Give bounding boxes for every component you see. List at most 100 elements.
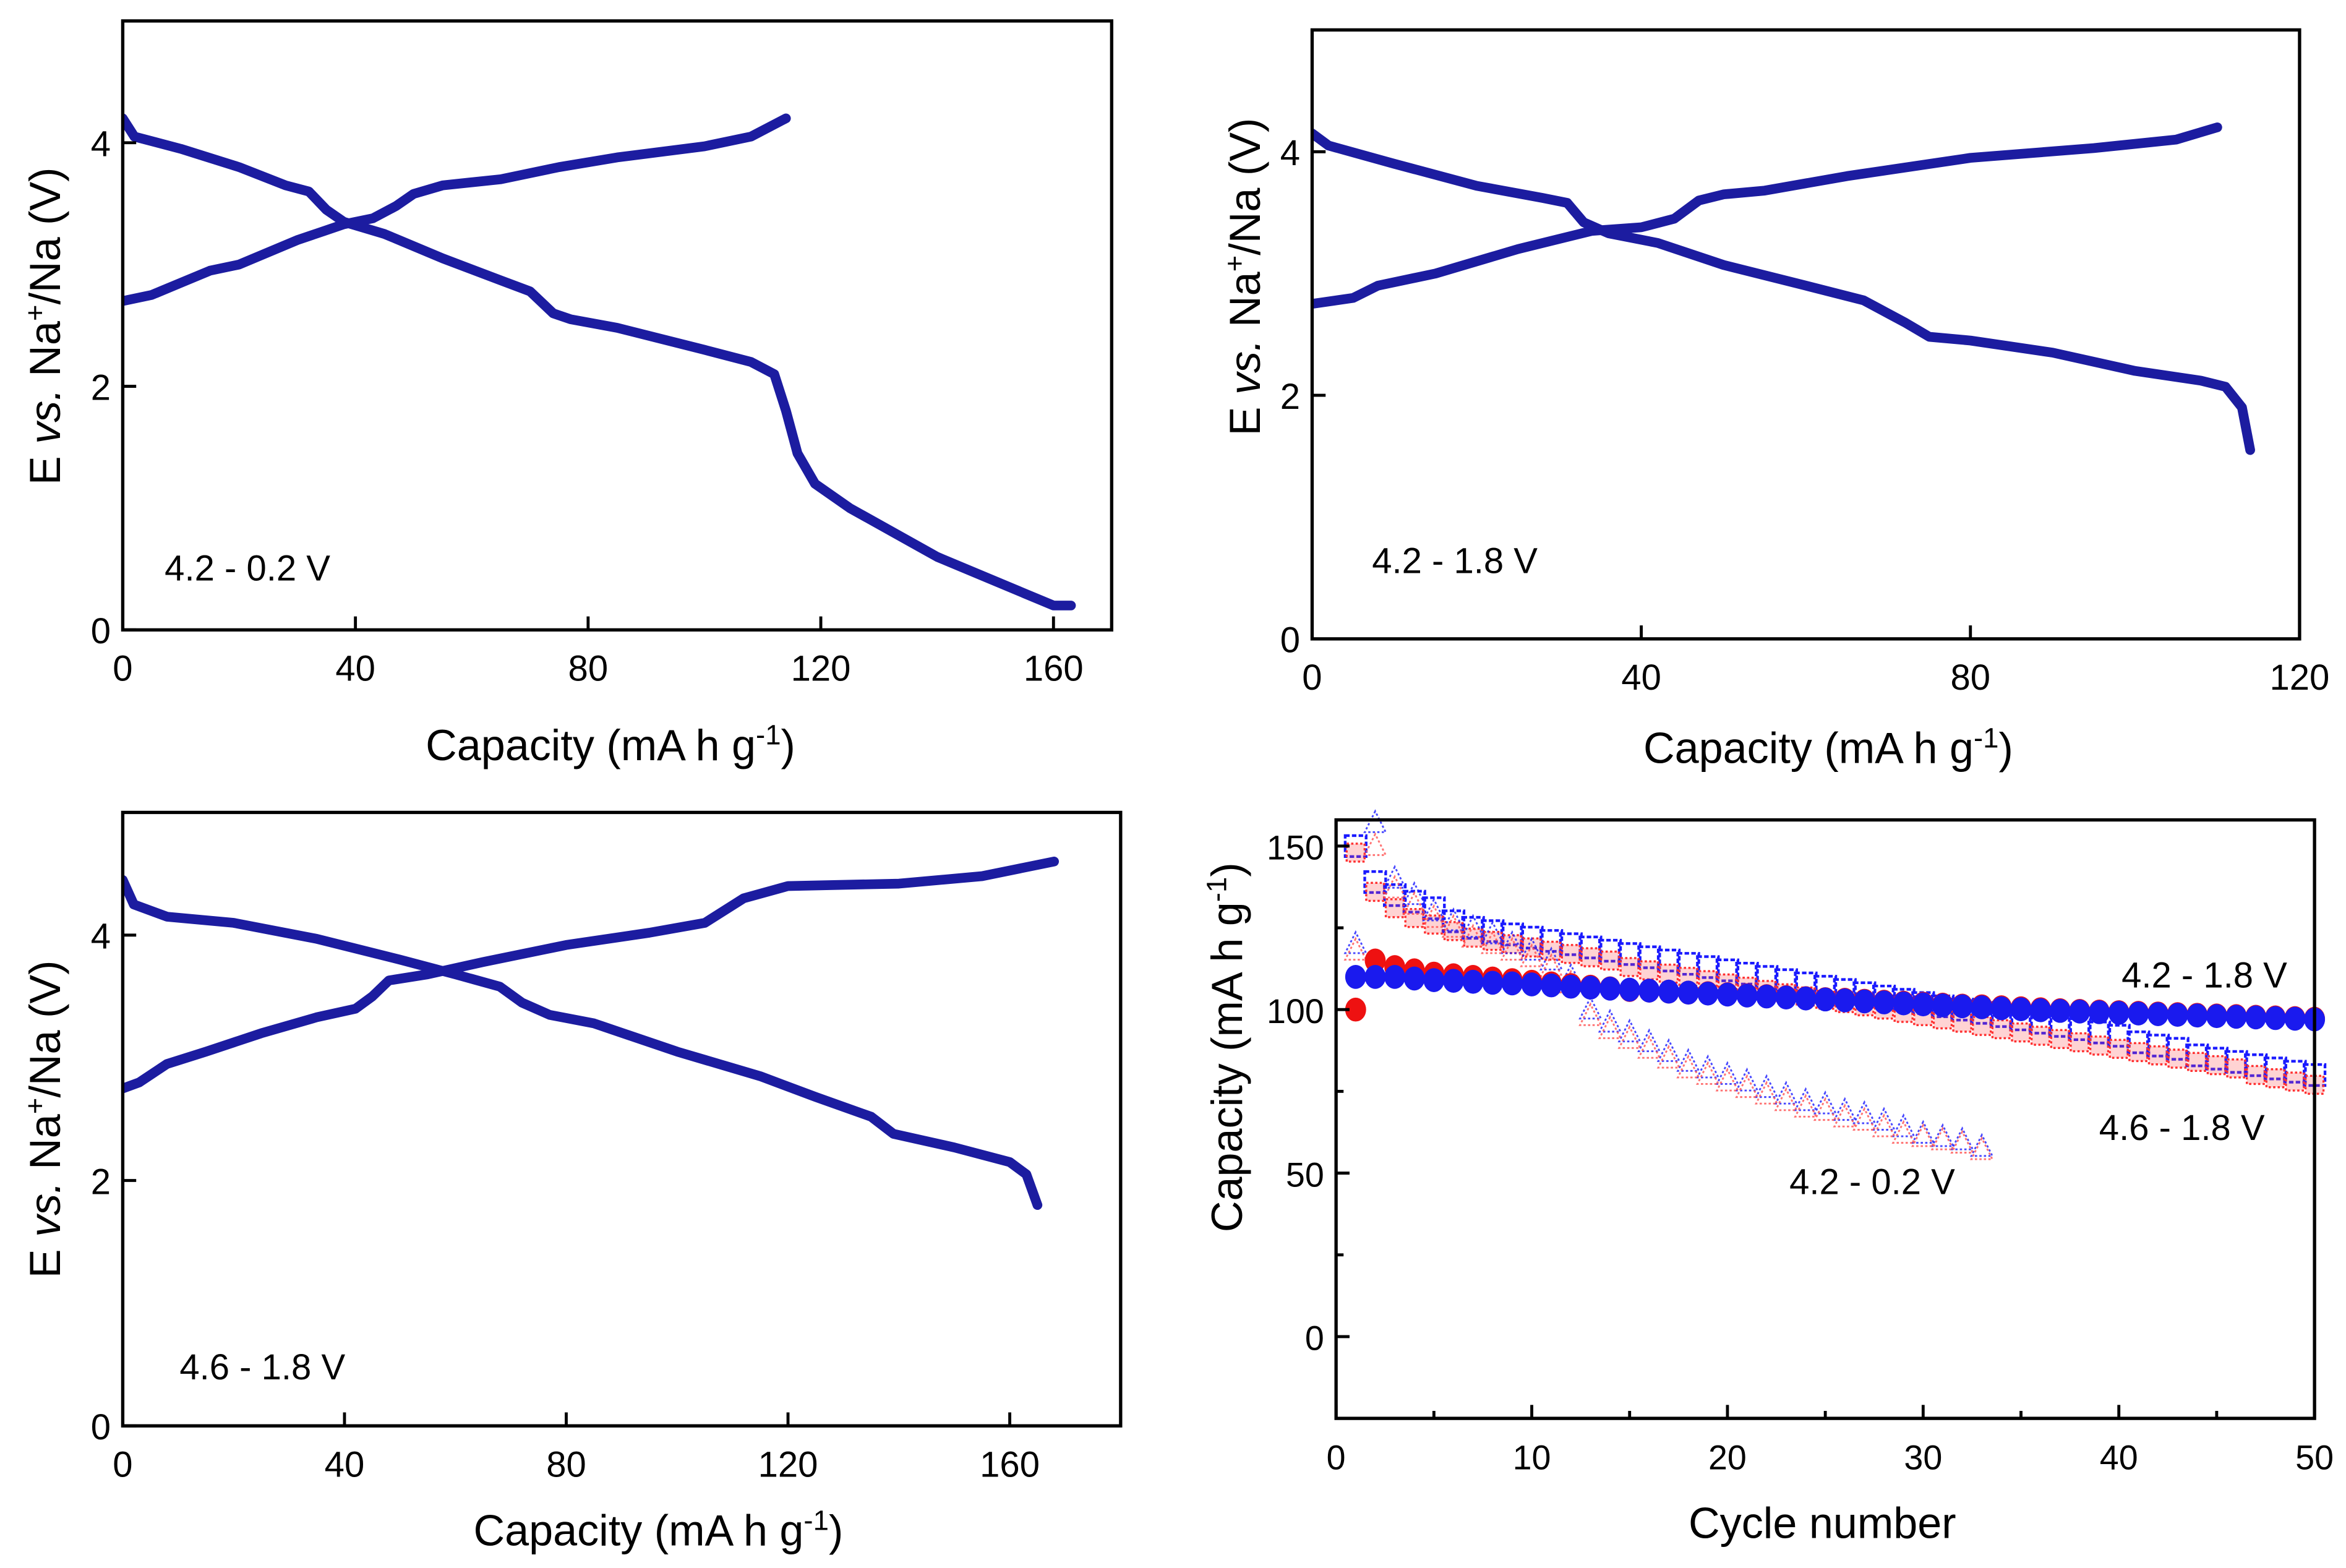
y-tick-label: 0 <box>91 1407 111 1447</box>
x-tick-label: 80 <box>568 649 609 689</box>
data-point-4-2-1-8-v-discharge <box>2284 1006 2306 1031</box>
plot-frame <box>121 19 1113 632</box>
data-point-4-2-1-8-v-discharge <box>1795 986 1817 1011</box>
data-point-4-2-1-8-v-discharge <box>2245 1005 2267 1030</box>
voltage-window-annotation: 4.2 - 0.2 V <box>165 549 330 589</box>
data-point-4-2-1-8-v-discharge <box>1658 979 1679 1004</box>
data-point-4-2-0-2-v-discharge <box>1461 923 1485 948</box>
x-tick-label: 160 <box>980 1444 1040 1484</box>
data-point-4-2-0-2-v-discharge <box>1813 1097 1838 1121</box>
data-point-4-2-0-2-v-charge <box>1872 1107 1896 1131</box>
data-point-4-6-1-8-v-discharge <box>1658 963 1679 984</box>
x-tick-label: 80 <box>546 1444 586 1484</box>
data-point-4-2-0-2-v-discharge <box>1950 1129 1974 1154</box>
x-tick-label: 10 <box>1513 1438 1551 1476</box>
data-point-4-6-1-8-v-charge <box>2283 1060 2307 1084</box>
data-point-4-2-0-2-v-charge <box>1402 881 1426 906</box>
data-point-4-6-1-8-v-charge <box>2146 1034 2170 1058</box>
data-point-4-2-1-8-v-discharge <box>1697 981 1719 1006</box>
data-point-4-2-1-8-v-discharge <box>2010 997 2032 1022</box>
data-point-4-6-1-8-v-discharge <box>1991 1019 2012 1040</box>
voltage-window-annotation: 4.2 - 1.8 V <box>2121 955 2287 995</box>
data-point-4-2-1-8-v-discharge <box>2108 1001 2130 1025</box>
data-point-4-6-1-8-v-discharge <box>2030 1026 2051 1046</box>
data-point-4-2-0-2-v-discharge <box>1520 943 1544 967</box>
data-point-4-2-0-2-v-charge <box>1539 946 1564 970</box>
data-point-4-6-1-8-v-charge <box>1774 968 1798 992</box>
x-tick-label: 0 <box>113 1444 132 1484</box>
data-point-4-6-1-8-v-discharge <box>1404 907 1424 928</box>
y-tick-label: 4 <box>91 917 111 957</box>
data-point-4-6-1-8-v-charge <box>1755 965 1779 989</box>
x-tick-label: 30 <box>1904 1438 1942 1476</box>
series-group <box>1343 809 2327 1160</box>
data-point-4-2-1-8-v-discharge <box>2225 1005 2247 1029</box>
x-axis-label: Capacity (mA h g-1) <box>473 1505 843 1555</box>
data-point-4-2-0-2-v-charge <box>1637 1028 1661 1053</box>
data-point-4-6-1-8-v-charge <box>1735 961 1759 986</box>
x-tick-label: 0 <box>113 649 132 689</box>
x-tick-label: 120 <box>791 649 851 689</box>
data-point-4-6-1-8-v-discharge <box>1522 937 1542 958</box>
data-point-4-2-1-8-v-discharge <box>1423 968 1445 992</box>
series-line-charge <box>1312 122 2222 309</box>
data-point-4-2-0-2-v-charge <box>1754 1074 1779 1099</box>
voltage-window-annotation: 4.2 - 1.8 V <box>1372 541 1538 581</box>
data-point-4-2-0-2-v-discharge <box>1500 936 1525 961</box>
y-tick-label: 4 <box>91 124 111 165</box>
data-point-4-2-1-8-v-discharge <box>1521 972 1543 996</box>
y-tick-label: 2 <box>91 367 111 408</box>
data-point-4-2-0-2-v-charge <box>1461 914 1485 938</box>
data-point-4-2-0-2-v-discharge <box>1715 1067 1740 1092</box>
data-point-4-2-0-2-v-discharge <box>1343 936 1368 961</box>
data-point-4-2-0-2-v-discharge <box>1598 1015 1622 1039</box>
data-point-4-6-1-8-v-discharge <box>2245 1065 2266 1086</box>
data-point-4-2-1-8-v-discharge <box>1580 975 1601 1000</box>
data-point-4-2-1-8-v-discharge <box>1990 996 2012 1021</box>
data-point-4-2-0-2-v-charge <box>1656 1038 1681 1062</box>
data-point-4-6-1-8-v-discharge <box>1599 950 1620 971</box>
plot-frame <box>121 810 1123 1428</box>
data-point-4-2-1-8-v-discharge <box>1560 974 1582 999</box>
data-point-4-2-0-2-v-discharge <box>1735 1074 1759 1099</box>
data-point-4-2-0-2-v-charge <box>1715 1061 1740 1085</box>
data-point-4-6-1-8-v-discharge <box>1365 881 1385 902</box>
data-point-4-2-1-8-v-discharge <box>2030 998 2052 1022</box>
y-tick-label: 4 <box>1280 133 1300 173</box>
data-point-4-6-1-8-v-discharge <box>1972 1016 1992 1036</box>
data-point-4-2-0-2-v-charge <box>1676 1048 1700 1072</box>
data-point-4-2-0-2-v-charge <box>1774 1081 1799 1105</box>
data-point-4-2-0-2-v-discharge <box>1382 874 1407 899</box>
y-tick-label: 2 <box>91 1162 111 1202</box>
data-point-4-2-1-8-v-discharge <box>1443 969 1464 993</box>
data-point-4-6-1-8-v-charge <box>2126 1030 2151 1055</box>
data-point-4-2-1-8-v-discharge <box>1541 973 1562 998</box>
data-point-4-6-1-8-v-discharge <box>2089 1035 2110 1056</box>
x-tick-label: 120 <box>2269 658 2329 698</box>
data-point-4-2-0-2-v-discharge <box>1911 1123 1935 1147</box>
data-point-4-6-1-8-v-discharge <box>2285 1071 2305 1092</box>
series-group <box>122 856 1060 1210</box>
y-tick-label: 2 <box>1280 377 1300 417</box>
x-tick-label: 120 <box>758 1444 818 1484</box>
data-point-4-6-1-8-v-charge <box>2204 1047 2229 1071</box>
data-point-4-2-1-8-v-discharge <box>1893 991 1914 1016</box>
x-tick-label: 0 <box>1327 1438 1346 1476</box>
data-point-4-2-0-2-v-charge <box>1794 1087 1818 1112</box>
data-point-4-2-1-8-v-discharge <box>2049 998 2071 1023</box>
data-point-4-6-1-8-v-discharge <box>2265 1068 2286 1089</box>
data-point-4-2-1-8-v-discharge <box>2128 1001 2149 1026</box>
data-point-4-2-0-2-v-charge <box>1441 907 1466 932</box>
data-point-4-2-1-8-v-discharge <box>2167 1003 2188 1027</box>
data-point-4-2-0-2-v-discharge <box>1402 891 1426 915</box>
data-point-4-2-1-8-v-discharge <box>1815 987 1836 1012</box>
data-point-4-6-1-8-v-charge <box>1833 978 1857 1002</box>
data-point-4-6-1-8-v-discharge <box>1560 944 1582 964</box>
data-point-4-6-1-8-v-charge <box>1676 952 1700 976</box>
data-point-4-6-1-8-v-charge <box>1500 922 1525 946</box>
data-point-4-6-1-8-v-charge <box>1872 984 1896 1009</box>
data-point-4-2-0-2-v-discharge <box>1656 1044 1681 1069</box>
data-point-4-6-1-8-v-discharge <box>2128 1042 2149 1063</box>
chart-panel-top-left: 0 40 80 120 160 0 2 4 Capacity (mA h g-1) E vs. N… <box>19 19 1113 769</box>
